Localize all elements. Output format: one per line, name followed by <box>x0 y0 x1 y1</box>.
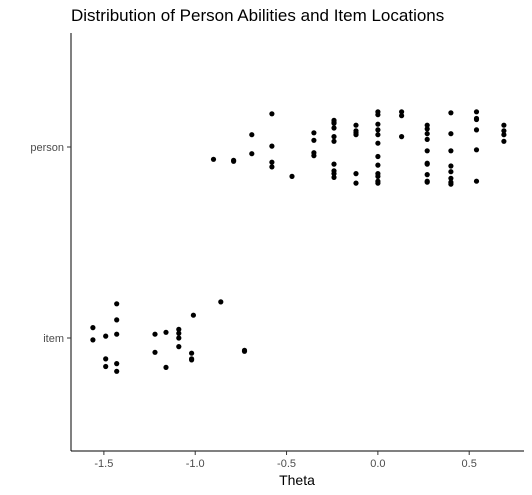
person-point-36 <box>375 153 381 160</box>
person-point-44 <box>399 134 405 140</box>
person-point-11 <box>311 137 317 143</box>
item-point-17 <box>176 335 182 341</box>
x-tick-label: 0.0 <box>370 458 385 470</box>
y-ticks: item person <box>30 142 71 345</box>
person-point-62 <box>448 181 454 187</box>
person-point-3 <box>249 132 255 138</box>
person-point-71 <box>501 132 507 138</box>
x-tick-label: -1.0 <box>186 458 205 470</box>
x-ticks: -1.5 -1.0 -0.5 0.0 0.5 <box>94 451 477 470</box>
person-point-55 <box>448 110 454 116</box>
person-point-60 <box>448 175 454 181</box>
person-point-31 <box>375 112 381 118</box>
person-point-37 <box>375 162 381 168</box>
person-point-13 <box>311 153 317 159</box>
person-point-63 <box>473 109 480 115</box>
x-tick-label: -0.5 <box>277 458 296 470</box>
person-point-17 <box>331 125 337 131</box>
item-point-8 <box>114 361 120 367</box>
item-point-10 <box>152 331 158 337</box>
item-point-2 <box>103 333 109 339</box>
person-point-39 <box>375 173 381 179</box>
person-point-41 <box>375 180 381 186</box>
item-point-1 <box>90 337 96 343</box>
person-point-27 <box>353 132 359 138</box>
person-point-52 <box>424 172 430 178</box>
person-point-47 <box>424 131 430 137</box>
item-point-0 <box>90 325 96 331</box>
person-point-22 <box>331 171 337 177</box>
person-point-34 <box>375 132 381 138</box>
item-point-13 <box>163 364 169 370</box>
item-point-24 <box>241 348 248 354</box>
person-point-23 <box>331 174 337 180</box>
person-point-7 <box>269 159 275 165</box>
person-point-72 <box>501 138 507 144</box>
person-point-28 <box>353 171 359 177</box>
person-point-67 <box>473 147 480 153</box>
person-point-54 <box>424 179 430 185</box>
person-point-58 <box>448 163 454 169</box>
person-point-29 <box>353 180 359 186</box>
y-tick-label-person: person <box>30 142 64 154</box>
person-point-69 <box>501 122 507 128</box>
person-point-42 <box>399 109 405 115</box>
person-point-33 <box>375 127 381 133</box>
points-layer <box>90 109 507 374</box>
person-point-16 <box>331 120 337 126</box>
x-axis-title: Theta <box>279 472 315 488</box>
y-tick-label-item: item <box>43 333 64 345</box>
item-point-22 <box>218 299 224 305</box>
person-point-57 <box>448 148 454 154</box>
item-point-12 <box>163 329 169 335</box>
person-point-0 <box>210 156 217 162</box>
person-point-56 <box>448 131 454 137</box>
chart-title: Distribution of Person Abilities and Ite… <box>71 6 445 25</box>
person-point-32 <box>375 121 381 127</box>
item-point-4 <box>103 363 109 370</box>
item-point-9 <box>114 368 120 374</box>
person-point-20 <box>331 161 337 167</box>
person-point-51 <box>424 161 430 167</box>
person-point-43 <box>399 113 405 119</box>
item-point-3 <box>103 356 109 362</box>
person-point-65 <box>473 116 480 123</box>
item-point-15 <box>176 330 182 336</box>
person-point-8 <box>269 164 275 170</box>
item-point-11 <box>152 349 158 355</box>
item-point-5 <box>114 301 120 307</box>
item-point-6 <box>114 317 120 323</box>
item-point-18 <box>189 350 195 356</box>
person-point-19 <box>331 138 337 144</box>
person-point-35 <box>375 140 381 146</box>
person-point-45 <box>424 122 430 128</box>
person-point-68 <box>473 178 480 184</box>
person-point-6 <box>269 143 275 149</box>
x-tick-label: -1.5 <box>94 458 113 470</box>
item-point-14 <box>176 326 182 332</box>
person-point-66 <box>473 127 480 133</box>
person-point-24 <box>353 122 359 128</box>
item-point-7 <box>114 331 120 337</box>
person-point-48 <box>424 136 430 142</box>
item-point-16 <box>176 344 182 350</box>
person-point-2 <box>231 158 237 164</box>
item-point-20 <box>189 356 195 362</box>
person-point-9 <box>289 173 295 179</box>
x-tick-label: 0.5 <box>462 458 477 470</box>
person-point-46 <box>424 126 430 132</box>
person-point-5 <box>269 111 275 117</box>
person-point-49 <box>424 148 430 154</box>
person-point-4 <box>249 151 255 157</box>
person-point-10 <box>311 130 317 136</box>
person-point-59 <box>448 169 454 175</box>
person-point-70 <box>501 128 507 134</box>
person-point-18 <box>331 134 337 140</box>
item-point-21 <box>190 312 196 318</box>
